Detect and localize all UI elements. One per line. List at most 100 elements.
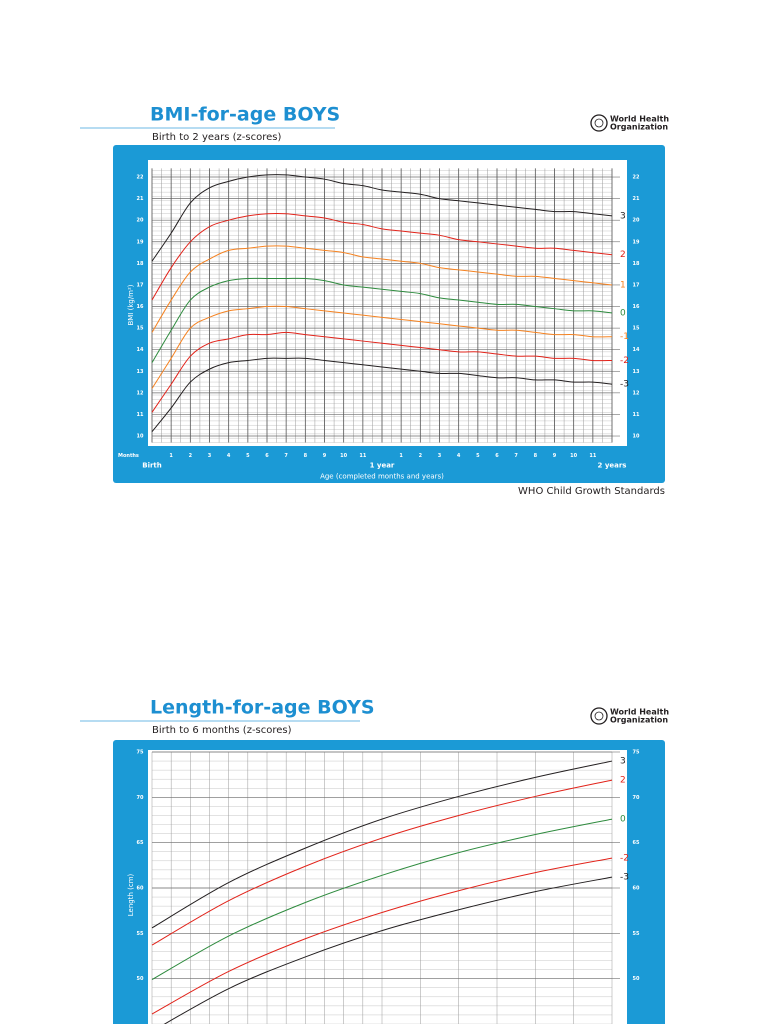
y-tick-label: 21 bbox=[137, 196, 144, 202]
y-tick-label-right: 13 bbox=[633, 369, 640, 375]
x-tick-label: 7 bbox=[514, 453, 518, 459]
series-label: 2 bbox=[620, 250, 626, 260]
y-tick-label: 65 bbox=[137, 840, 144, 846]
y-tick-label-right: 60 bbox=[633, 886, 640, 892]
x-tick-label: 8 bbox=[304, 453, 308, 459]
y-tick-label: 60 bbox=[137, 886, 144, 892]
y-tick-label: 22 bbox=[137, 175, 144, 181]
chart-subtitle: Birth to 6 months (z-scores) bbox=[152, 725, 292, 736]
logo-text: Organization bbox=[610, 123, 668, 132]
x-tick-label: 10 bbox=[340, 453, 347, 459]
x-tick-label: 7 bbox=[284, 453, 288, 459]
y-tick-label: 20 bbox=[137, 218, 144, 224]
y-tick-label-right: 15 bbox=[633, 326, 640, 332]
y-tick-label-right: 50 bbox=[633, 976, 640, 982]
y-tick-label: 13 bbox=[137, 369, 144, 375]
y-tick-label-right: 19 bbox=[633, 239, 640, 245]
x-tick-label: 2 bbox=[419, 453, 423, 459]
chart-title: Length-for-age BOYS bbox=[150, 697, 375, 719]
logo-globe bbox=[594, 711, 604, 721]
series-label: -2 bbox=[620, 854, 629, 864]
logo-globe bbox=[594, 118, 604, 128]
series-label: 1 bbox=[620, 280, 626, 290]
y-axis-label: Length (cm) bbox=[127, 873, 135, 916]
z-score-line bbox=[151, 357, 613, 433]
chart-title: BMI-for-age BOYS bbox=[150, 104, 340, 126]
y-tick-label: 15 bbox=[137, 326, 144, 332]
y-tick-label-right: 17 bbox=[633, 282, 640, 288]
series-label: -2 bbox=[620, 356, 629, 366]
x-tick-label: 6 bbox=[265, 453, 269, 459]
y-tick-label: 16 bbox=[137, 304, 144, 310]
logo-emblem bbox=[590, 707, 608, 725]
y-axis-label: BMI (kg/m²) bbox=[127, 284, 135, 325]
x-tick-label: 3 bbox=[208, 453, 212, 459]
y-tick-label-right: 16 bbox=[633, 304, 640, 310]
chart-subtitle: Birth to 2 years (z-scores) bbox=[152, 132, 281, 143]
y-tick-label: 14 bbox=[137, 347, 144, 353]
logo-text: World Health bbox=[610, 708, 669, 717]
y-tick-label-right: 55 bbox=[633, 931, 640, 937]
x-tick-label: 2 years bbox=[598, 462, 627, 470]
y-tick-label: 75 bbox=[137, 750, 144, 756]
series-label: -1 bbox=[620, 332, 629, 342]
series-label: -3 bbox=[620, 380, 629, 390]
x-unit-label: Months bbox=[118, 453, 139, 459]
y-tick-label-right: 12 bbox=[633, 390, 640, 396]
z-score-line bbox=[151, 174, 613, 262]
series-label: 0 bbox=[620, 309, 626, 319]
y-tick-label: 70 bbox=[137, 795, 144, 801]
y-tick-label-right: 18 bbox=[633, 261, 640, 267]
y-tick-label-right: 65 bbox=[633, 840, 640, 846]
x-tick-label: 9 bbox=[323, 453, 327, 459]
y-tick-label-right: 14 bbox=[633, 347, 640, 353]
y-tick-label: 18 bbox=[137, 261, 144, 267]
x-tick-label: 4 bbox=[457, 453, 461, 459]
series-label: 3 bbox=[620, 211, 626, 221]
x-tick-label: 5 bbox=[246, 453, 250, 459]
x-tick-label: Birth bbox=[142, 462, 162, 470]
x-tick-label: 2 bbox=[189, 453, 193, 459]
y-tick-label-right: 11 bbox=[633, 412, 640, 418]
logo-text: Organization bbox=[610, 716, 668, 725]
z-score-line bbox=[151, 245, 613, 333]
x-tick-label: 11 bbox=[589, 453, 596, 459]
x-tick-label: 1 bbox=[169, 453, 173, 459]
series-label: 0 bbox=[620, 815, 626, 825]
z-score-line bbox=[151, 818, 613, 981]
y-tick-label: 50 bbox=[137, 976, 144, 982]
y-tick-label: 12 bbox=[137, 390, 144, 396]
y-tick-label: 19 bbox=[137, 239, 144, 245]
x-tick-label: 8 bbox=[534, 453, 538, 459]
series-label: -3 bbox=[620, 873, 629, 883]
z-score-line bbox=[151, 857, 613, 1015]
z-score-line bbox=[151, 305, 613, 389]
series-label: 2 bbox=[620, 776, 626, 786]
x-tick-label: 3 bbox=[438, 453, 442, 459]
y-tick-label-right: 70 bbox=[633, 795, 640, 801]
x-tick-label: 10 bbox=[570, 453, 577, 459]
x-tick-label: 9 bbox=[553, 453, 557, 459]
x-tick-label: 1 year bbox=[370, 462, 395, 470]
y-tick-label-right: 75 bbox=[633, 750, 640, 756]
z-score-line bbox=[151, 779, 613, 946]
z-score-line bbox=[163, 876, 613, 1024]
y-tick-label: 55 bbox=[137, 931, 144, 937]
x-tick-label: 4 bbox=[227, 453, 231, 459]
y-tick-label-right: 10 bbox=[633, 434, 640, 440]
x-tick-label: 1 bbox=[399, 453, 403, 459]
y-tick-label: 17 bbox=[137, 282, 144, 288]
plot-area bbox=[148, 160, 627, 446]
y-tick-label: 10 bbox=[137, 434, 144, 440]
x-tick-label: 5 bbox=[476, 453, 480, 459]
y-tick-label-right: 20 bbox=[633, 218, 640, 224]
x-tick-label: 6 bbox=[495, 453, 499, 459]
logo-text: World Health bbox=[610, 115, 669, 124]
y-tick-label-right: 22 bbox=[633, 175, 640, 181]
y-tick-label: 11 bbox=[137, 412, 144, 418]
y-tick-label-right: 21 bbox=[633, 196, 640, 202]
z-score-line bbox=[151, 212, 613, 301]
z-score-line bbox=[151, 760, 613, 929]
x-tick-label: 11 bbox=[359, 453, 366, 459]
